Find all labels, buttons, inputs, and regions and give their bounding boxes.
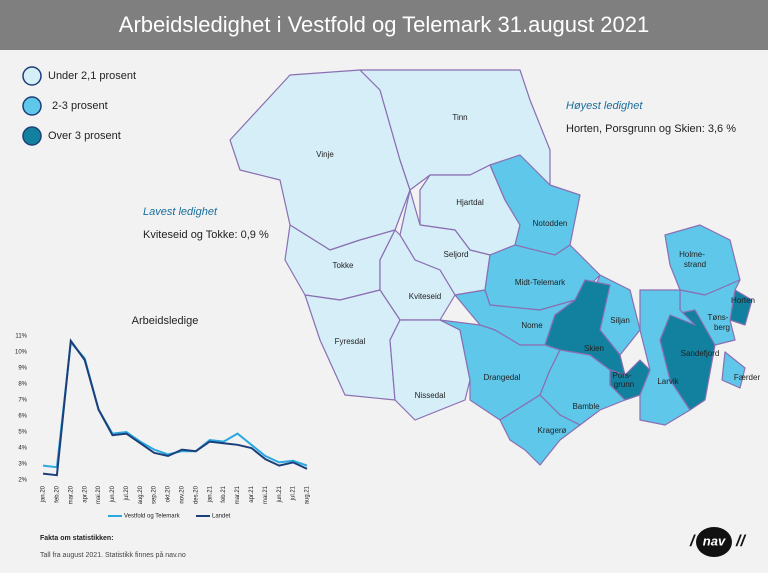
y-tick-label: 5% (18, 430, 27, 436)
legend-swatch (22, 96, 42, 116)
x-tick-label: jul.21 (291, 485, 297, 501)
nav-logo: / nav // (689, 527, 746, 557)
region-label: Hjartdal (456, 198, 484, 207)
highlight-text: Kviteseid og Tokke: 0,9 % (143, 229, 269, 241)
y-tick-label: 6% (18, 414, 27, 420)
y-tick-label: 4% (18, 446, 27, 452)
region (539, 349, 626, 426)
x-tick-label: feb.21 (221, 485, 227, 502)
region-label: Tinn (452, 113, 467, 122)
region-label: Fyresdal (335, 337, 366, 346)
y-tick-label: 3% (18, 462, 27, 468)
logo-slash: / (689, 533, 696, 550)
legend-swatch (22, 126, 42, 146)
x-tick-label: aug.21 (305, 485, 311, 504)
footer-text: Tall fra august 2021. Statistikk finnes … (40, 551, 186, 559)
region-label: Tøns- (708, 313, 729, 322)
region-label: Tokke (333, 261, 354, 270)
legend-label: 2-3 prosent (52, 100, 108, 112)
x-tick-label: apr.20 (82, 485, 88, 502)
y-tick-label: 9% (18, 366, 27, 372)
x-tick-label: aug.20 (138, 485, 144, 504)
region (499, 394, 581, 466)
x-tick-label: jan.20 (41, 485, 47, 503)
region-label: strand (684, 260, 706, 269)
legend-swatch (22, 66, 42, 86)
region-label: Skien (584, 344, 604, 353)
region (379, 229, 456, 321)
x-tick-label: okt.20 (166, 485, 172, 502)
x-tick-label: feb.20 (54, 485, 60, 502)
region-label: Nissedal (415, 391, 446, 400)
region-label: Midt-Telemark (515, 278, 566, 287)
region-label: Horten (731, 296, 755, 305)
region-label: Drangedal (484, 373, 521, 382)
highlight-text: Horten, Porsgrunn og Skien: 3,6 % (566, 123, 736, 135)
x-tick-label: jun.21 (277, 485, 283, 503)
y-tick-label: 10% (15, 350, 28, 356)
series-line (42, 338, 308, 477)
region-label: grunn (614, 380, 634, 389)
region-label: Bamble (572, 402, 600, 411)
region-label: Vinje (316, 150, 334, 159)
footer-heading: Fakta om statistikken: (40, 535, 114, 542)
line-chart: Arbeidsledige 2% 3% 4% 5% 6% 7% 8% 9% 10% 11% jan.… (15, 315, 311, 520)
y-tick-label: 8% (18, 382, 27, 388)
region-label: Notodden (533, 219, 568, 228)
region-label: Pors- (612, 371, 631, 380)
region-label: Holme- (679, 250, 705, 259)
region-label: Siljan (610, 316, 630, 325)
legend-label: Over 3 prosent (48, 130, 121, 142)
logo-text: nav (703, 533, 726, 548)
region-label: Larvik (657, 377, 679, 386)
title: Arbeidsledighet i Vestfold og Telemark 3… (119, 12, 649, 37)
x-tick-label: jul.20 (124, 485, 130, 501)
x-tick-label: mai.20 (96, 485, 102, 504)
logo-circle (696, 527, 732, 557)
y-tick-label: 7% (18, 398, 27, 404)
map: Vinje Tinn Hjartdal Notodden Seljord Tok… (229, 69, 761, 466)
legend-label: Under 2,1 prosent (48, 70, 136, 82)
region-label: Kragerø (538, 426, 567, 435)
x-tick-label: jan.21 (207, 485, 213, 503)
chart-title: Arbeidsledige (132, 315, 199, 327)
x-tick-label: mar.21 (235, 485, 241, 504)
x-tick-label: mai.21 (263, 485, 269, 504)
region-label: Nome (521, 321, 543, 330)
x-tick-label: nov.20 (180, 485, 186, 503)
region (639, 289, 696, 426)
highlight-heading: Lavest ledighet (143, 206, 218, 218)
region-label: Færder (734, 373, 761, 382)
y-tick-label: 11% (15, 334, 27, 340)
x-tick-label: apr.21 (249, 485, 255, 502)
header-bar (0, 0, 768, 50)
x-tick-label: sep.20 (152, 485, 158, 504)
logo-slash: // (735, 533, 746, 550)
region-label: Sandefjord (681, 349, 720, 358)
y-tick-label: 2% (18, 478, 27, 484)
region (721, 351, 746, 389)
legend: Under 2,1 prosent 2-3 prosent Over 3 pro… (22, 66, 136, 146)
x-tick-label: jun.20 (110, 485, 116, 503)
region-label: berg (714, 323, 730, 332)
x-tick-label: mar.20 (68, 485, 74, 504)
legend-label: Landet (212, 514, 231, 520)
x-tick-label: des.20 (193, 485, 199, 504)
region-label: Kviteseid (409, 292, 441, 301)
highlight-heading: Høyest ledighet (566, 100, 643, 112)
region-label: Seljord (444, 250, 469, 259)
legend-label: Vestfold og Telemark (124, 514, 181, 520)
